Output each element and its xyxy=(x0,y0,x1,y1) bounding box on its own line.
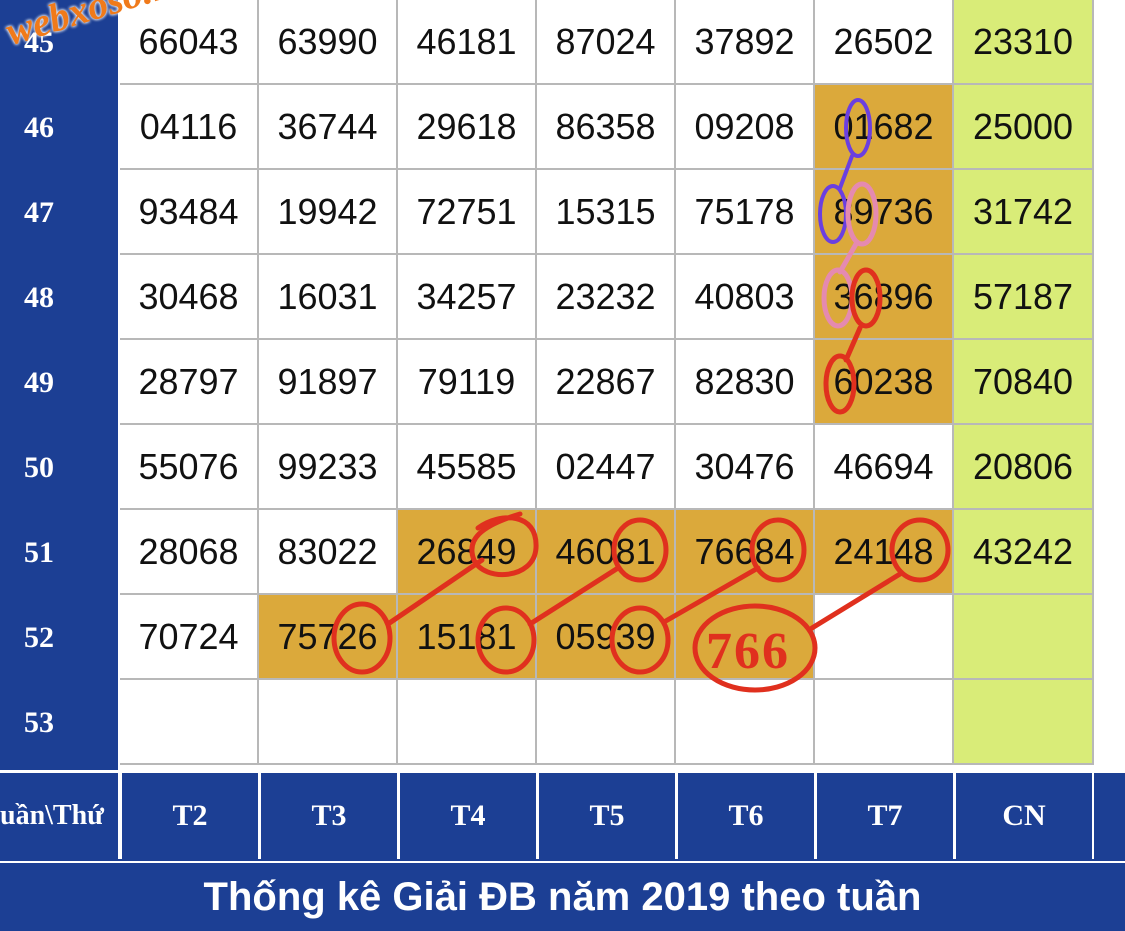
result-cell: 28068 xyxy=(120,510,259,595)
result-cell: 99233 xyxy=(259,425,398,510)
result-cell: 93484 xyxy=(120,170,259,255)
week-label: 47 xyxy=(0,170,118,255)
result-cell: 26849 xyxy=(398,510,537,595)
week-label: 53 xyxy=(0,680,118,765)
result-cell: 15315 xyxy=(537,170,676,255)
week-label: 51 xyxy=(0,510,118,595)
week-number: 45 xyxy=(24,25,54,59)
result-cell: 29618 xyxy=(398,85,537,170)
weekday-header-cn: CN xyxy=(954,773,1094,859)
result-cell: 04116 xyxy=(120,85,259,170)
week-label: 48 xyxy=(0,255,118,340)
week-number: 50 xyxy=(24,450,54,484)
week-label: 45 xyxy=(0,0,118,85)
result-cell: 30476 xyxy=(676,425,815,510)
result-cell: 25000 xyxy=(954,85,1094,170)
result-cell: 37892 xyxy=(676,0,815,85)
week-number: 49 xyxy=(24,365,54,399)
result-cell: 76684 xyxy=(676,510,815,595)
weekday-header-row xyxy=(0,773,1125,861)
result-cell: 31742 xyxy=(954,170,1094,255)
page-title: Thống kê Giải ĐB năm 2019 theo tuần xyxy=(0,861,1125,931)
week-number: 47 xyxy=(24,195,54,229)
result-cell: 55076 xyxy=(120,425,259,510)
result-cell: 15181 xyxy=(398,595,537,680)
result-cell: 43242 xyxy=(954,510,1094,595)
result-cell: 83022 xyxy=(259,510,398,595)
week-number: 48 xyxy=(24,280,54,314)
result-cell: 02447 xyxy=(537,425,676,510)
week-number: 51 xyxy=(24,535,54,569)
result-cell: 70840 xyxy=(954,340,1094,425)
result-cell: 75726 xyxy=(259,595,398,680)
result-cell: 87024 xyxy=(537,0,676,85)
weekday-header-t2: T2 xyxy=(120,773,260,859)
result-cell: 60238 xyxy=(815,340,954,425)
result-cell: 40803 xyxy=(676,255,815,340)
week-number: 53 xyxy=(24,705,54,739)
result-cell: 28797 xyxy=(120,340,259,425)
result-cell xyxy=(815,595,954,680)
result-cell: 86358 xyxy=(537,85,676,170)
result-cell: 30468 xyxy=(120,255,259,340)
corner-header-label: uần\Thứ xyxy=(0,773,120,859)
result-cell: 45585 xyxy=(398,425,537,510)
result-cell: 34257 xyxy=(398,255,537,340)
result-cell: 82830 xyxy=(676,340,815,425)
week-number: 52 xyxy=(24,620,54,654)
result-cell xyxy=(676,680,815,765)
result-cell: 70724 xyxy=(120,595,259,680)
result-cell: 79119 xyxy=(398,340,537,425)
result-cell xyxy=(954,680,1094,765)
week-label: 50 xyxy=(0,425,118,510)
weekday-header-t3: T3 xyxy=(259,773,399,859)
week-label: 52 xyxy=(0,595,118,680)
result-cell: 01682 xyxy=(815,85,954,170)
weekday-header-t6: T6 xyxy=(676,773,816,859)
result-cell: 22867 xyxy=(537,340,676,425)
result-cell: 05939 xyxy=(537,595,676,680)
week-label: 49 xyxy=(0,340,118,425)
weekday-header-t5: T5 xyxy=(537,773,677,859)
result-cell: 36896 xyxy=(815,255,954,340)
result-cell: 46181 xyxy=(398,0,537,85)
result-cell: 24148 xyxy=(815,510,954,595)
result-cell: 19942 xyxy=(259,170,398,255)
result-cell: 26502 xyxy=(815,0,954,85)
result-cell xyxy=(954,595,1094,680)
result-cell: 63990 xyxy=(259,0,398,85)
result-cell: 75178 xyxy=(676,170,815,255)
weekday-header-t4: T4 xyxy=(398,773,538,859)
result-cell xyxy=(676,595,815,680)
result-cell: 89736 xyxy=(815,170,954,255)
result-cell xyxy=(815,680,954,765)
result-cell: 16031 xyxy=(259,255,398,340)
result-cell: 46081 xyxy=(537,510,676,595)
result-cell: 36744 xyxy=(259,85,398,170)
result-cell: 23310 xyxy=(954,0,1094,85)
result-cell xyxy=(120,680,259,765)
result-cell xyxy=(537,680,676,765)
result-cell: 46694 xyxy=(815,425,954,510)
week-number: 46 xyxy=(24,110,54,144)
result-cell xyxy=(398,680,537,765)
result-cell xyxy=(259,680,398,765)
result-cell: 23232 xyxy=(537,255,676,340)
result-cell: 20806 xyxy=(954,425,1094,510)
result-cell: 91897 xyxy=(259,340,398,425)
result-cell: 57187 xyxy=(954,255,1094,340)
result-cell: 66043 xyxy=(120,0,259,85)
weekday-header-t7: T7 xyxy=(815,773,955,859)
week-label: 46 xyxy=(0,85,118,170)
result-cell: 72751 xyxy=(398,170,537,255)
week-number-column: 45 46 47 48 49 50 51 52 53 xyxy=(0,0,118,770)
result-cell: 09208 xyxy=(676,85,815,170)
